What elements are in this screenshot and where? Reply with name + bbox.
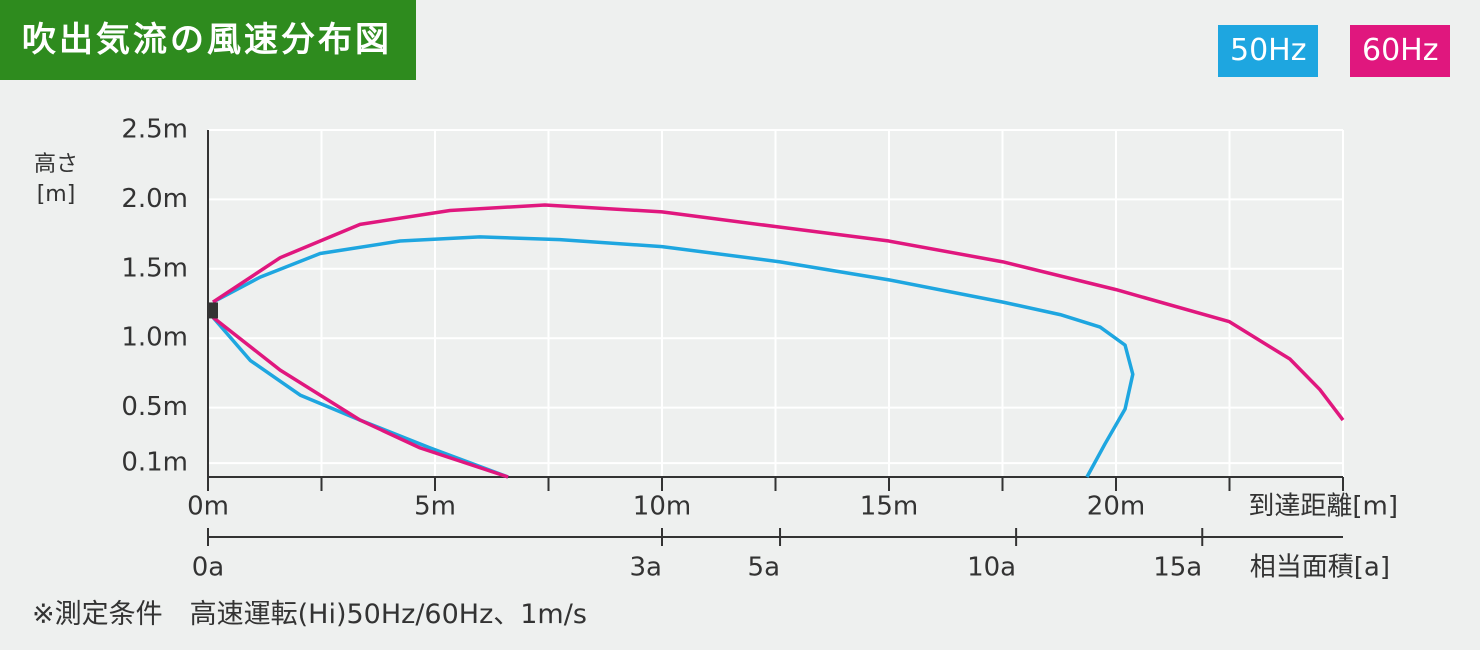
x2-axis-label: 相当面積[a] bbox=[1250, 553, 1390, 583]
y-tick-label: 2.0m bbox=[121, 184, 188, 214]
y-tick-label: 2.5m bbox=[121, 115, 188, 145]
x2-tick-label: 10a bbox=[967, 553, 1016, 583]
x2-tick-label: 5a bbox=[748, 553, 780, 583]
curve bbox=[211, 316, 509, 479]
x2-tick-label: 15a bbox=[1153, 553, 1202, 583]
x-tick-label: 20m bbox=[1087, 492, 1145, 522]
x2-tick-label: 0a bbox=[192, 553, 224, 583]
curve bbox=[212, 235, 1135, 478]
x2-tick-label: 3a bbox=[630, 553, 662, 583]
y-tick-label: 1.5m bbox=[121, 253, 188, 283]
y-tick-label: 0.5m bbox=[121, 392, 188, 422]
curve bbox=[211, 316, 509, 479]
note: ※測定条件 高速運転(Hi)50Hz/60Hz、1m/s bbox=[32, 599, 587, 630]
x-axis-label: 到達距離[m] bbox=[1248, 492, 1398, 522]
x-tick-label: 15m bbox=[860, 492, 918, 522]
curve bbox=[212, 203, 1345, 422]
y-tick-label: 1.0m bbox=[121, 323, 188, 353]
title: 吹出気流の風速分布図 bbox=[0, 0, 416, 80]
y-tick-label: 0.1m bbox=[121, 448, 188, 478]
x-tick-label: 5m bbox=[414, 492, 456, 522]
outlet-marker bbox=[208, 302, 218, 319]
x-tick-label: 0m bbox=[187, 492, 229, 522]
x-tick-label: 10m bbox=[633, 492, 691, 522]
legend-item: 60Hz bbox=[1350, 25, 1451, 77]
legend-item: 50Hz bbox=[1218, 25, 1319, 77]
y-axis-label: 高さ[m] bbox=[34, 152, 79, 207]
